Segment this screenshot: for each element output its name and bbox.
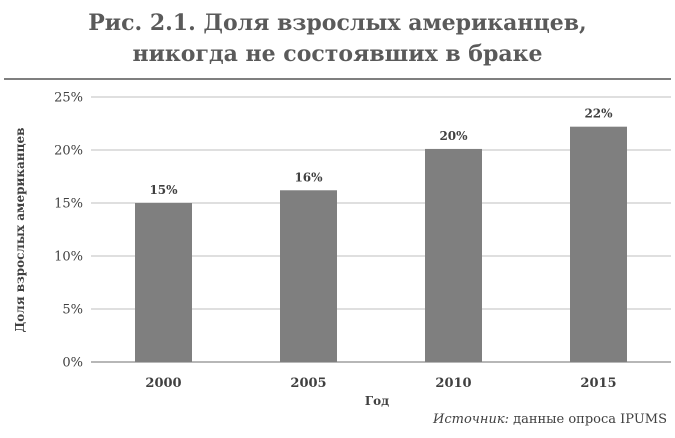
bar-2015: [570, 126, 627, 363]
y-tick-label: 0%: [62, 356, 83, 371]
y-tick-label: 15%: [54, 197, 83, 212]
x-tick-label-2015: 2015: [580, 376, 616, 391]
source-label: Источник:: [433, 412, 509, 427]
x-axis-ticks: 2000 2005 2010 2015: [145, 376, 616, 391]
y-axis-ticks: 0% 5% 10% 15% 20% 25%: [54, 91, 83, 371]
y-tick-label: 25%: [54, 91, 83, 106]
data-label-2010: 20%: [439, 129, 468, 143]
bar-2005: [280, 190, 337, 362]
data-labels: 15% 16% 20% 22%: [149, 107, 613, 197]
data-label-2005: 16%: [294, 170, 323, 184]
x-tick-label-2010: 2010: [435, 376, 471, 391]
source-note: Источник: данные опроса IPUMS: [433, 412, 667, 427]
y-tick-label: 5%: [62, 303, 83, 318]
data-label-2000: 15%: [149, 183, 178, 197]
source-text: данные опроса IPUMS: [508, 412, 667, 427]
bar-2010: [425, 148, 482, 362]
data-label-2015: 22%: [584, 107, 613, 121]
chart-title-line-2: никогда не состоявших в браке: [132, 41, 543, 67]
x-tick-label-2005: 2005: [290, 376, 326, 391]
chart-title-line-1: Рис. 2.1. Доля взрослых американцев,: [88, 10, 587, 36]
x-tick-label-2000: 2000: [145, 376, 181, 391]
chart-title: Рис. 2.1. Доля взрослых американцев, ник…: [0, 8, 675, 70]
bar-2000: [135, 203, 192, 362]
y-tick-label: 10%: [54, 250, 83, 265]
y-tick-label: 20%: [54, 144, 83, 159]
bars: [135, 126, 627, 363]
title-divider: [4, 78, 671, 80]
x-axis-title: Год: [365, 394, 389, 408]
y-axis-title: Доля взрослых американцев: [13, 128, 27, 333]
